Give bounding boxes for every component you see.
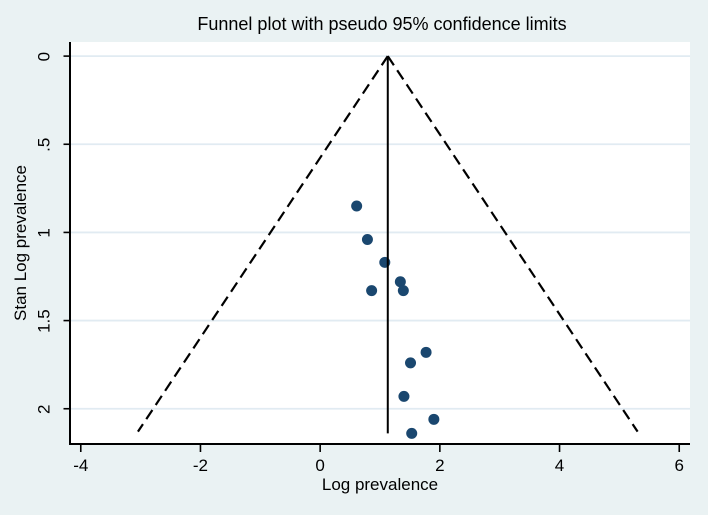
data-point [406, 427, 418, 439]
confidence-limit-lines [137, 55, 639, 433]
x-tick-label: 4 [555, 456, 564, 475]
data-point [397, 285, 409, 297]
right-confidence-limit-line [386, 55, 639, 433]
y-tick-label: 1 [34, 228, 53, 237]
tick-labels: 0 .5 1 1.5 2 -4 -2 0 2 4 6 [34, 52, 683, 475]
gridlines [70, 55, 690, 410]
data-point [366, 285, 378, 297]
data-point [428, 413, 440, 425]
axes [63, 42, 690, 452]
y-tick-label: 0 [34, 52, 53, 61]
data-point [351, 200, 363, 212]
x-tick-label: -2 [193, 456, 208, 475]
x-tick-label: 2 [435, 456, 444, 475]
y-axis-title: Stan Log prevalence [11, 165, 30, 321]
data-point [398, 390, 410, 402]
data-point [361, 233, 373, 245]
x-tick-label: -4 [73, 456, 88, 475]
data-point [420, 346, 432, 358]
x-axis-title: Log prevalence [322, 475, 438, 494]
data-point [405, 357, 417, 369]
left-confidence-limit-line [137, 55, 389, 433]
y-tick-label: .5 [34, 138, 53, 152]
x-tick-label: 6 [674, 456, 683, 475]
x-tick-label: 0 [315, 456, 324, 475]
chart-title: Funnel plot with pseudo 95% confidence l… [197, 14, 566, 34]
y-tick-label: 2 [34, 405, 53, 414]
data-point [394, 276, 406, 288]
plot-area [70, 42, 690, 444]
y-tick-label: 1.5 [34, 309, 53, 333]
